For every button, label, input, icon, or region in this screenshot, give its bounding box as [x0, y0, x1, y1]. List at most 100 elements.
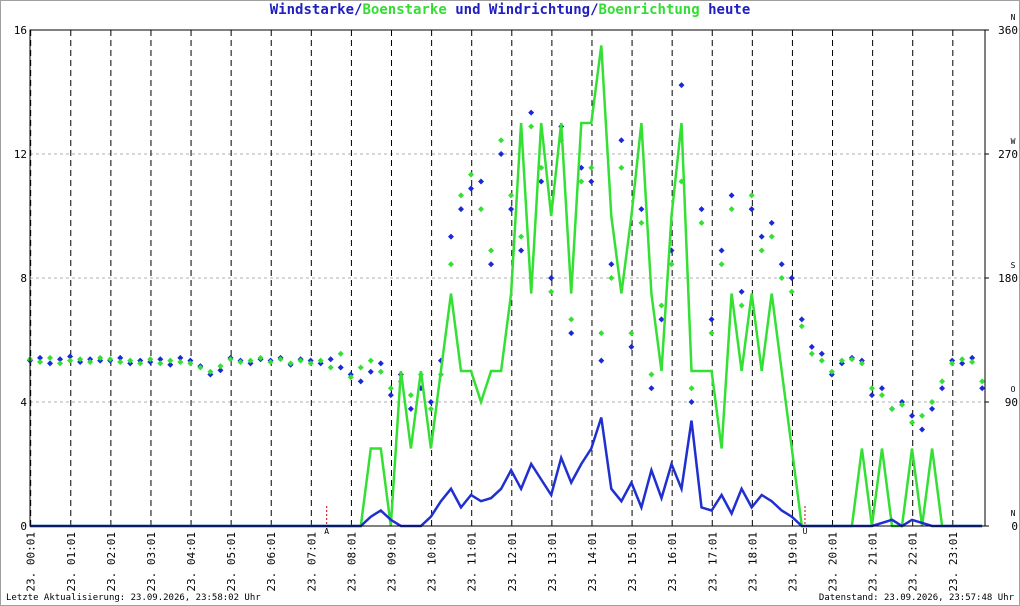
direction-point — [658, 316, 665, 323]
direction-point — [718, 247, 725, 254]
direction-point — [628, 343, 635, 350]
direction-point — [457, 192, 464, 199]
direction-point — [87, 359, 94, 366]
direction-point — [909, 419, 916, 426]
plot-area — [30, 30, 985, 526]
direction-point — [748, 192, 755, 199]
x-tick-label: 23. 18:01 — [746, 532, 759, 592]
x-tick-label: 23. 16:01 — [666, 532, 679, 592]
direction-point — [728, 206, 735, 213]
direction-point — [357, 378, 364, 385]
direction-point — [447, 261, 454, 268]
x-tick-label: 23. 14:01 — [586, 532, 599, 592]
direction-point — [638, 206, 645, 213]
y-tick-label: 0 — [20, 520, 27, 533]
direction-point — [287, 360, 294, 367]
direction-point — [648, 371, 655, 378]
direction-point — [518, 233, 525, 240]
direction-point — [177, 359, 184, 366]
x-tick-label: 23. 02:01 — [105, 532, 118, 592]
direction-point — [488, 247, 495, 254]
y2-direction-label: N — [1011, 509, 1016, 518]
direction-point — [678, 82, 685, 89]
direction-point — [628, 330, 635, 337]
direction-point — [758, 247, 765, 254]
plot-border — [29, 29, 986, 527]
x-tick-label: 23. 07:01 — [305, 532, 318, 592]
x-tick-label: 23. 20:01 — [827, 532, 840, 592]
direction-point — [267, 359, 274, 366]
direction-point — [598, 357, 605, 364]
direction-point — [297, 357, 304, 364]
direction-point — [237, 359, 244, 366]
direction-point — [478, 178, 485, 185]
direction-point — [447, 233, 454, 240]
direction-point — [618, 137, 625, 144]
direction-point — [738, 288, 745, 295]
direction-point — [848, 356, 855, 363]
y2-tick-label: 180 — [998, 272, 1018, 285]
direction-point — [137, 360, 144, 367]
x-tick-label: 23. 19:01 — [786, 532, 799, 592]
y2-direction-label: N — [1011, 13, 1016, 22]
direction-point — [367, 357, 374, 364]
direction-point — [608, 261, 615, 268]
direction-point — [818, 357, 825, 364]
direction-point — [327, 364, 334, 371]
direction-point — [67, 353, 74, 360]
x-tick-label: 23. 23:01 — [947, 532, 960, 592]
direction-point — [868, 392, 875, 399]
direction-point — [548, 288, 555, 295]
x-tick-label: 23. 06:01 — [265, 532, 278, 592]
direction-point — [407, 392, 414, 399]
direction-point — [548, 275, 555, 281]
direction-point — [738, 302, 745, 309]
direction-point — [538, 178, 545, 185]
title-part: Boenstarke — [362, 2, 446, 18]
direction-point — [878, 385, 885, 392]
direction-point — [788, 275, 795, 281]
direction-point — [117, 359, 124, 366]
direction-point — [648, 385, 655, 392]
direction-point — [959, 356, 966, 363]
direction-point — [257, 354, 264, 361]
direction-point — [588, 178, 595, 185]
direction-point — [748, 206, 755, 213]
direction-point — [227, 356, 234, 363]
direction-point — [197, 364, 204, 371]
y-tick-label: 16 — [14, 24, 27, 37]
direction-point — [919, 412, 926, 419]
annotation: U — [803, 527, 808, 536]
direction-point — [427, 405, 434, 412]
direction-point — [107, 356, 114, 363]
y2-direction-label: S — [1011, 261, 1016, 270]
direction-point — [728, 192, 735, 199]
direction-point — [498, 151, 505, 157]
title-part: und Windrichtung — [447, 2, 590, 18]
direction-point — [57, 360, 64, 367]
direction-point — [157, 356, 164, 363]
direction-point — [427, 399, 434, 405]
direction-point — [808, 350, 815, 357]
direction-point — [47, 360, 54, 367]
direction-point — [217, 367, 224, 374]
direction-point — [317, 357, 324, 364]
direction-point — [818, 350, 825, 357]
direction-point — [798, 323, 805, 330]
direction-point — [919, 426, 926, 433]
y2-direction-label: O — [1011, 385, 1016, 394]
direction-point — [167, 361, 174, 368]
direction-point — [688, 399, 695, 405]
direction-point — [878, 392, 885, 399]
direction-point — [457, 206, 464, 213]
direction-point — [608, 275, 615, 281]
chart-title: Windstarke/Boenstarke und Windrichtung/B… — [270, 2, 751, 18]
direction-point — [518, 247, 525, 254]
direction-point — [969, 359, 976, 366]
direction-point — [768, 219, 775, 226]
direction-point — [488, 261, 495, 268]
direction-point — [498, 137, 505, 144]
direction-point — [357, 364, 364, 371]
direction-point — [969, 354, 976, 361]
